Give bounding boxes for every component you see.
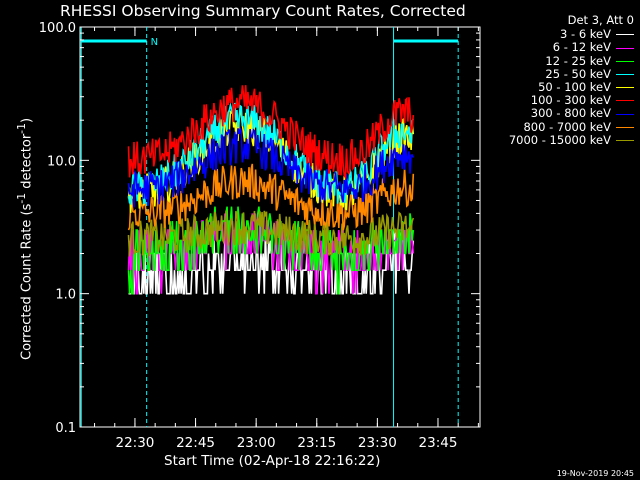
legend-swatch [616,34,634,36]
series-line-8 [127,210,415,257]
legend-label: 300 - 800 keV [530,106,611,121]
y-tick-label: 100.0 [39,21,76,36]
legend-entry-1: 6 - 12 keV [480,41,634,54]
legend-swatch [616,73,634,75]
legend-entry-8: 7000 - 15000 keV [480,132,634,147]
y-axis-label-close: ) [19,117,35,124]
legend-label: 800 - 7000 keV [523,119,611,134]
legend-entry-5: 100 - 300 keV [480,94,634,107]
x-tick-label: 22:30 [115,435,154,451]
x-tick-label: 23:15 [297,435,336,451]
annotation-marker: N [151,37,158,48]
legend-label: 50 - 100 keV [538,80,611,95]
x-tick-label: 23:00 [237,435,276,451]
y-axis-label-sup-2: -1 [15,123,28,134]
legend: Det 3, Att 0 3 - 6 keV 6 - 12 keV 12 - 25 … [480,13,634,147]
x-axis-label: Start Time (02-Apr-18 22:16:22) [164,453,381,469]
legend-entry-6: 300 - 800 keV [480,107,634,120]
legend-swatch [616,113,634,115]
legend-swatch [616,100,634,102]
legend-swatch [616,47,634,49]
legend-items: 3 - 6 keV 6 - 12 keV 12 - 25 keV 25 - 50 ke… [480,28,634,147]
y-tick-label: 1.0 [55,288,76,303]
legend-label: 3 - 6 keV [560,27,611,42]
legend-label: 25 - 50 keV [545,66,611,81]
legend-label: 7000 - 15000 keV [508,132,611,147]
legend-entry-0: 3 - 6 keV [480,28,634,41]
y-axis-label-sup-1: -1 [15,192,28,204]
legend-entry-3: 25 - 50 keV [480,66,634,81]
legend-swatch [616,139,634,141]
series-line-5 [127,85,415,180]
x-tick-label: 23:30 [358,435,397,451]
y-axis-label: Corrected Count Rate (s-1 detector-1) [15,118,34,360]
plot-frame [79,26,481,428]
x-tick-label: 22:45 [176,435,215,451]
series-line-7 [127,163,415,231]
legend-swatch [616,60,634,62]
legend-label: 100 - 300 keV [530,93,611,108]
chart-title: RHESSI Observing Summary Count Rates, Co… [60,2,466,20]
legend-header: Det 3, Att 0 [567,13,634,27]
legend-swatch [616,126,634,128]
series-line-6 [127,125,415,208]
y-axis-label-mid: detector [19,133,35,193]
legend-swatch [616,87,634,89]
legend-label: 12 - 25 keV [545,53,611,68]
y-axis-label-main: Corrected Count Rate (s [19,203,35,360]
legend-entry-7: 800 - 7000 keV [480,119,634,134]
legend-entry-4: 50 - 100 keV [480,80,634,95]
legend-entry-2: 12 - 25 keV [480,53,634,68]
y-tick-label: 0.1 [55,421,76,436]
footer-date: 19-Nov-2019 20:45 [556,469,634,478]
x-tick-label: 23:45 [419,435,458,451]
legend-label: 6 - 12 keV [552,40,611,55]
y-tick-label: 10.0 [47,154,76,169]
